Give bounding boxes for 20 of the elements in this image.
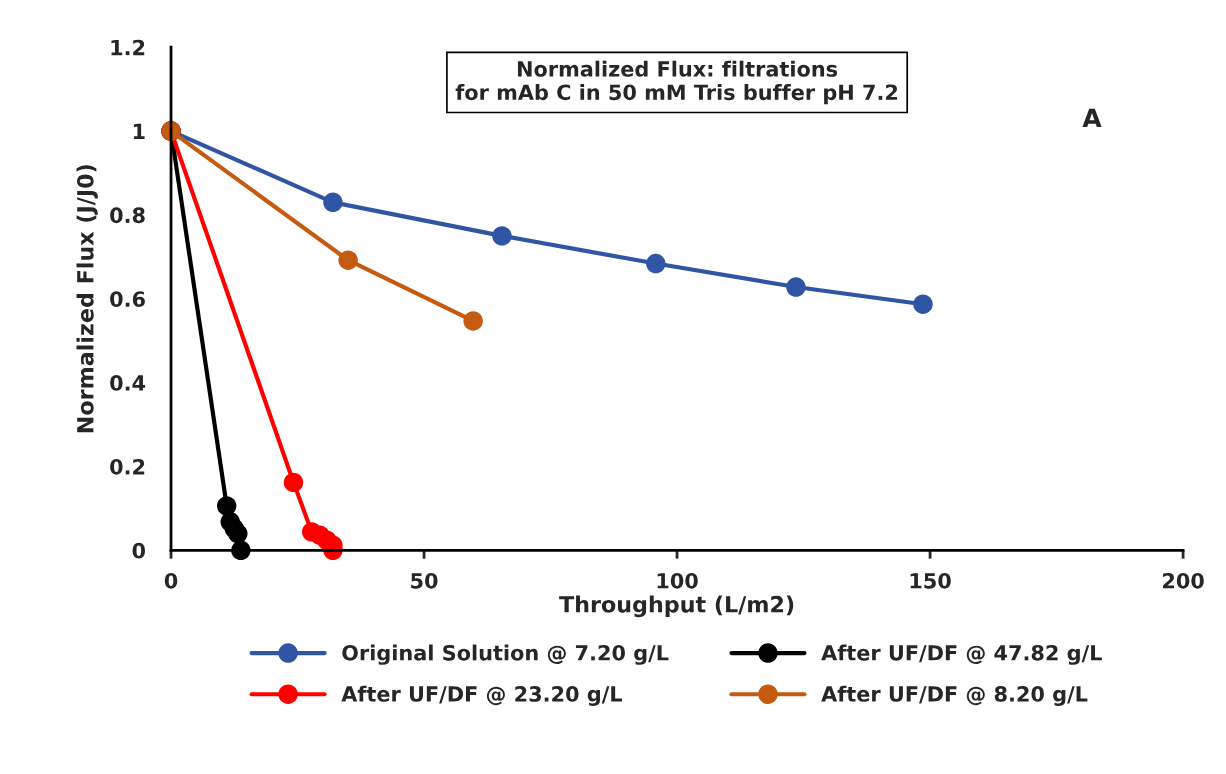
- y-tick-label: 0.8: [110, 207, 145, 224]
- text: Normalized Flux: filtrations for mAb C in 50 mM Tris buffer pH 7.2: [455, 60, 898, 105]
- legend-label: After UF/DF @ 23.20 g/L: [341, 685, 623, 707]
- x-tick-label: 150: [910, 572, 951, 589]
- x-tick-label: 50: [411, 572, 438, 589]
- y-tick-label: 0.6: [110, 291, 145, 307]
- annotation: A: [1082, 108, 1102, 128]
- legend-label: After UF/DF @ 47.82 g/L: [821, 644, 1102, 665]
- y-axis-title: Normalized Flux (J/J0): [76, 165, 98, 433]
- y-tick-label: 1.2: [111, 39, 145, 56]
- x-axis-title: Throughput (L/m2): [559, 595, 794, 618]
- x-tick-label: 100: [657, 572, 698, 589]
- y-tick-label: 1: [133, 123, 145, 139]
- legend-label: Original Solution @ 7.20 g/L: [342, 644, 669, 665]
- x-tick-label: 200: [1162, 572, 1204, 589]
- y-tick-label: 0.4: [110, 375, 146, 391]
- y-tick-label: 0: [132, 542, 146, 559]
- legend-label: After UF/DF @ 8.20 g/L: [821, 685, 1088, 707]
- y-tick-label: 0.2: [110, 458, 145, 475]
- x-tick-label: 0: [164, 572, 178, 589]
